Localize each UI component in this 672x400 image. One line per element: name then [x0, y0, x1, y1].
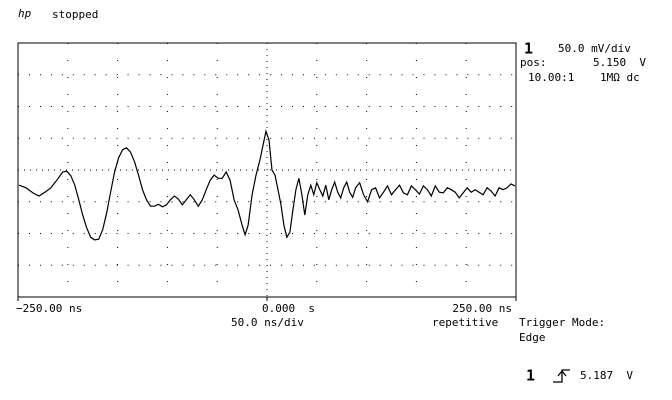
grid	[18, 43, 516, 297]
x-tick-label: −250.00 ns	[16, 302, 82, 315]
edge-icon	[553, 369, 570, 383]
trigger-level: 5.187 V	[580, 369, 633, 382]
trigger-source: 1	[526, 367, 535, 385]
trigger-mode-label: Trigger Mode:	[519, 316, 605, 329]
timebase-scale: 50.0 ns/div	[231, 316, 304, 329]
acq-mode: repetitive	[432, 316, 498, 329]
coupling: 1MΩ dc	[600, 71, 640, 84]
pos-value: 5.150 V	[593, 56, 646, 69]
channel-number: 1	[524, 40, 533, 58]
channel-scale: 50.0 mV/div	[558, 42, 631, 55]
waveform	[18, 129, 516, 241]
run-status: stopped	[52, 8, 98, 21]
x-tick-label: 250.00 ns	[452, 302, 512, 315]
logo: hp	[18, 7, 32, 20]
trigger-mode: Edge	[519, 331, 546, 344]
x-tick-label: 0.000 s	[262, 302, 315, 315]
probe-ratio: 10.00:1	[528, 71, 574, 84]
pos-label: pos:	[520, 56, 547, 69]
